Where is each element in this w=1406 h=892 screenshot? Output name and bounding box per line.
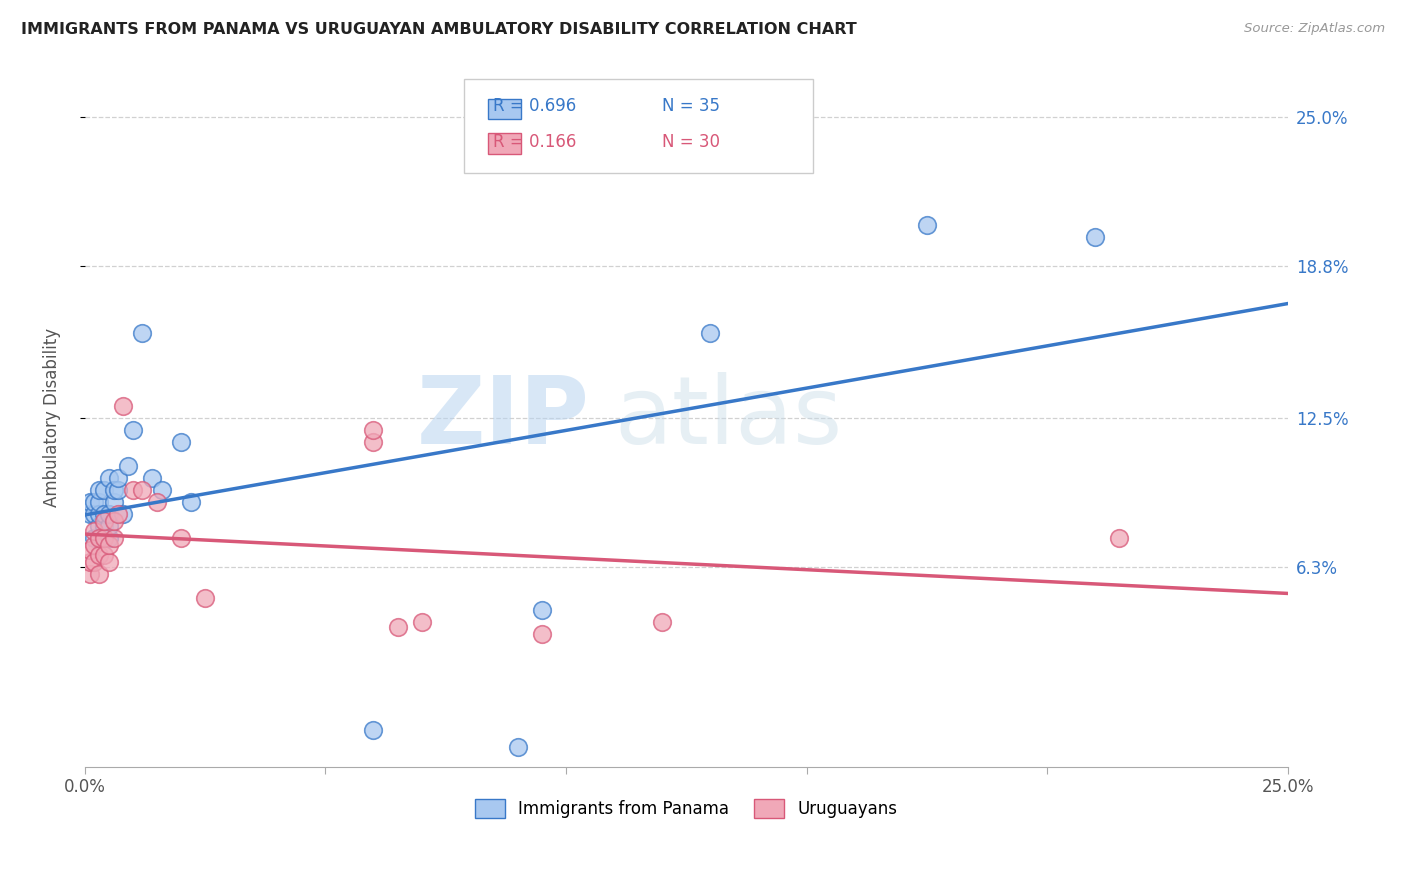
Point — [915, 218, 938, 232]
Point — [121, 483, 143, 497]
Point — [83, 531, 105, 545]
Point — [387, 620, 409, 634]
Point — [89, 507, 111, 521]
Point — [89, 548, 111, 562]
Point — [651, 615, 673, 629]
Point — [97, 531, 120, 545]
Point — [107, 483, 129, 497]
Text: R = 0.696: R = 0.696 — [492, 96, 576, 114]
Point — [89, 531, 111, 545]
Point — [97, 519, 120, 533]
Point — [112, 507, 135, 521]
FancyBboxPatch shape — [464, 79, 813, 173]
Point — [89, 519, 111, 533]
Point — [83, 524, 105, 538]
Point — [93, 548, 115, 562]
Point — [107, 471, 129, 485]
Point — [146, 495, 169, 509]
Text: Source: ZipAtlas.com: Source: ZipAtlas.com — [1244, 22, 1385, 36]
Point — [194, 591, 217, 605]
Point — [530, 627, 553, 641]
Point — [117, 458, 139, 473]
Point — [79, 543, 101, 558]
Point — [107, 507, 129, 521]
Point — [79, 555, 101, 569]
Point — [363, 723, 385, 738]
Point — [121, 423, 143, 437]
Point — [89, 531, 111, 545]
Point — [89, 566, 111, 581]
Point — [97, 507, 120, 521]
Text: N = 35: N = 35 — [662, 96, 720, 114]
Point — [411, 615, 433, 629]
Point — [93, 531, 115, 545]
Point — [180, 495, 202, 509]
Legend: Immigrants from Panama, Uruguayans: Immigrants from Panama, Uruguayans — [468, 792, 904, 824]
Point — [141, 471, 163, 485]
Point — [112, 399, 135, 413]
Point — [103, 483, 125, 497]
Point — [83, 538, 105, 552]
Text: atlas: atlas — [614, 372, 842, 464]
Point — [103, 495, 125, 509]
Point — [93, 514, 115, 528]
Point — [150, 483, 173, 497]
Point — [79, 507, 101, 521]
Point — [89, 495, 111, 509]
FancyBboxPatch shape — [488, 98, 522, 120]
Point — [363, 434, 385, 449]
Text: ZIP: ZIP — [418, 372, 591, 464]
Text: R = 0.166: R = 0.166 — [492, 133, 576, 151]
Point — [699, 326, 721, 341]
Point — [93, 483, 115, 497]
Point — [79, 495, 101, 509]
Point — [170, 531, 193, 545]
Point — [131, 483, 153, 497]
Point — [506, 740, 529, 755]
Point — [97, 538, 120, 552]
Point — [131, 326, 153, 341]
Point — [1108, 531, 1130, 545]
Point — [363, 423, 385, 437]
Point — [83, 555, 105, 569]
Point — [97, 471, 120, 485]
Point — [83, 495, 105, 509]
Point — [79, 566, 101, 581]
Point — [93, 519, 115, 533]
Point — [89, 483, 111, 497]
Y-axis label: Ambulatory Disability: Ambulatory Disability — [44, 328, 60, 508]
Point — [97, 555, 120, 569]
FancyBboxPatch shape — [488, 134, 522, 154]
Text: IMMIGRANTS FROM PANAMA VS URUGUAYAN AMBULATORY DISABILITY CORRELATION CHART: IMMIGRANTS FROM PANAMA VS URUGUAYAN AMBU… — [21, 22, 856, 37]
Point — [170, 434, 193, 449]
Point — [83, 507, 105, 521]
Text: N = 30: N = 30 — [662, 133, 720, 151]
Point — [103, 531, 125, 545]
Point — [103, 514, 125, 528]
Point — [93, 507, 115, 521]
Point — [1084, 230, 1107, 244]
Point — [530, 603, 553, 617]
